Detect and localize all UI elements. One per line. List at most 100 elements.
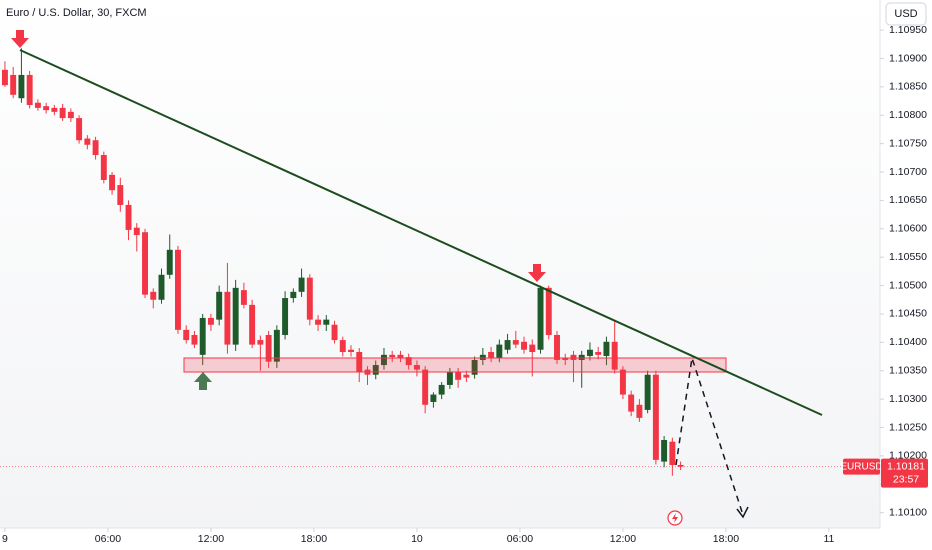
candle-body bbox=[158, 274, 165, 300]
candle-body bbox=[619, 369, 626, 395]
candle-body bbox=[413, 365, 420, 370]
candle-body bbox=[10, 74, 17, 95]
candle-body bbox=[529, 344, 536, 352]
up-arrow bbox=[194, 372, 212, 390]
candle-body bbox=[463, 374, 470, 378]
y-tick-label: 1.10650 bbox=[889, 194, 927, 206]
y-tick-label: 1.10250 bbox=[889, 421, 927, 433]
candle-body bbox=[84, 138, 91, 145]
candle-body bbox=[578, 354, 585, 360]
y-tick-label: 1.10800 bbox=[889, 109, 927, 121]
candle-body bbox=[661, 440, 668, 462]
candle-body bbox=[562, 357, 569, 360]
candle-body bbox=[273, 329, 280, 362]
x-tick-label: 18:00 bbox=[713, 533, 739, 545]
y-tick-label: 1.10450 bbox=[889, 308, 927, 320]
candle-body bbox=[430, 394, 437, 402]
candle-body bbox=[34, 102, 41, 108]
candle-body bbox=[282, 298, 289, 335]
y-tick-label: 1.10550 bbox=[889, 251, 927, 263]
candle-body bbox=[652, 374, 659, 460]
candle-body bbox=[150, 291, 157, 300]
candle-body bbox=[471, 359, 478, 375]
price-badge bbox=[881, 458, 928, 488]
y-tick-label: 1.10200 bbox=[889, 450, 927, 462]
candle-body bbox=[488, 352, 495, 358]
candle-body bbox=[298, 277, 305, 292]
candle-body bbox=[175, 249, 181, 330]
candle-body bbox=[545, 287, 552, 335]
candle-body bbox=[315, 319, 322, 325]
candle-body bbox=[422, 369, 429, 405]
x-tick-label: 06:00 bbox=[95, 533, 121, 545]
chart-title: Euro / U.S. Dollar, 30, FXCM bbox=[6, 7, 147, 19]
event-icon-bolt bbox=[672, 513, 678, 523]
candle-body bbox=[76, 118, 83, 141]
candle-body bbox=[142, 232, 148, 295]
candle-body bbox=[51, 107, 58, 112]
y-tick-label: 1.10900 bbox=[889, 52, 927, 64]
candle-body bbox=[636, 404, 643, 418]
candle-body bbox=[669, 441, 676, 465]
candle-body bbox=[389, 354, 396, 358]
symbol-label: EURUSD bbox=[840, 461, 882, 472]
candle-body bbox=[232, 287, 239, 345]
candle-body bbox=[628, 394, 635, 412]
support-zone bbox=[183, 357, 727, 373]
candle-body bbox=[117, 185, 124, 205]
candle-body bbox=[249, 304, 256, 345]
y-tick-label: 1.10350 bbox=[889, 365, 927, 377]
candle-body bbox=[521, 341, 528, 350]
candle-body bbox=[92, 140, 99, 155]
candle-body bbox=[109, 174, 116, 191]
candle-body bbox=[224, 291, 231, 345]
currency-button[interactable] bbox=[885, 2, 927, 26]
candle-body bbox=[331, 324, 338, 341]
down-arrow bbox=[528, 264, 546, 282]
candle-body bbox=[191, 334, 198, 345]
candle-body bbox=[603, 341, 610, 356]
plot-background bbox=[0, 0, 880, 528]
candle-body bbox=[504, 340, 511, 350]
candle-body bbox=[537, 287, 544, 350]
candle-body bbox=[199, 317, 206, 355]
x-tick-label: 11 bbox=[823, 533, 834, 545]
candle-body bbox=[611, 341, 618, 370]
candle-body bbox=[216, 291, 223, 320]
symbol-badge bbox=[843, 458, 880, 475]
projection-arrowhead bbox=[736, 506, 749, 519]
candle-body bbox=[512, 340, 519, 345]
candle-body bbox=[240, 290, 247, 305]
trend-line bbox=[19, 49, 823, 416]
candle-body bbox=[133, 227, 140, 236]
currency-label: USD bbox=[894, 8, 917, 20]
candle-body bbox=[438, 384, 445, 395]
y-tick-label: 1.10950 bbox=[889, 24, 927, 36]
price-axis-background bbox=[880, 0, 932, 550]
candle-body bbox=[323, 319, 330, 325]
x-tick-label: 10 bbox=[411, 533, 423, 545]
candle-body bbox=[397, 354, 404, 358]
candle-body bbox=[586, 349, 593, 356]
x-tick-label: 12:00 bbox=[610, 533, 636, 545]
candle-body bbox=[43, 106, 50, 111]
candle-body bbox=[405, 357, 412, 366]
candle-body bbox=[356, 352, 363, 372]
y-tick-label: 1.10100 bbox=[889, 506, 927, 518]
y-tick-label: 1.10700 bbox=[889, 166, 927, 178]
candle-body bbox=[166, 249, 173, 275]
candle-body bbox=[265, 334, 272, 362]
candle-body bbox=[677, 464, 684, 467]
candle-body bbox=[18, 74, 25, 99]
candles bbox=[1, 48, 684, 476]
candle-body bbox=[554, 334, 560, 360]
candle-body bbox=[257, 340, 264, 345]
axes: 1.101001.101501.102001.102501.103001.103… bbox=[2, 24, 927, 545]
candle-body bbox=[1, 69, 8, 86]
y-tick-label: 1.10400 bbox=[889, 336, 927, 348]
candle-body bbox=[125, 204, 132, 230]
candle-body bbox=[372, 365, 379, 375]
y-tick-label: 1.10300 bbox=[889, 393, 927, 405]
